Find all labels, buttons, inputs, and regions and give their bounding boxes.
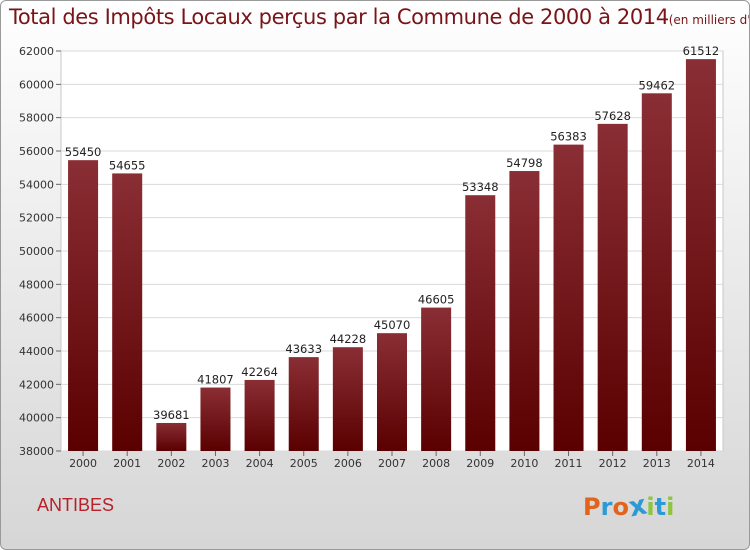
- bar-2013: [641, 93, 672, 452]
- y-tick-label: 56000: [19, 145, 54, 158]
- bar-2009: [465, 195, 496, 451]
- bar-2001: [112, 173, 143, 451]
- bar-2002: [156, 422, 187, 451]
- x-tick-label: 2001: [113, 457, 141, 470]
- x-tick-label: 2014: [687, 457, 715, 470]
- value-label: 43633: [285, 342, 322, 356]
- y-tick-label: 48000: [19, 278, 54, 291]
- x-tick-label: 2007: [378, 457, 406, 470]
- logo-letter: i: [646, 493, 655, 521]
- value-label: 53348: [462, 180, 499, 194]
- x-tick-label: 2011: [555, 457, 583, 470]
- x-tick-label: 2003: [201, 457, 229, 470]
- bar-2003: [200, 387, 231, 451]
- y-tick-label: 54000: [19, 178, 54, 191]
- y-tick-label: 44000: [19, 345, 54, 358]
- value-label: 54798: [506, 156, 543, 170]
- x-tick-label: 2000: [69, 457, 97, 470]
- x-tick-label: 2002: [157, 457, 185, 470]
- value-label: 61512: [683, 44, 720, 58]
- chart-title: Total des Impôts Locaux perçus par la Co…: [9, 5, 750, 29]
- logo-letter: i: [666, 493, 675, 521]
- x-tick-label: 2008: [422, 457, 450, 470]
- bar-2006: [332, 347, 363, 451]
- value-label: 55450: [65, 145, 102, 159]
- bar-2005: [288, 357, 319, 451]
- value-labels: 55450 54655 39681 41807 42264 43633 44228 45070…: [65, 44, 719, 422]
- logo-letter: r: [600, 493, 613, 521]
- proxiti-logo[interactable]: Proxiti: [583, 490, 675, 524]
- value-label: 44228: [330, 332, 367, 346]
- value-label: 56383: [550, 130, 587, 144]
- y-tick-label: 52000: [19, 212, 54, 225]
- x-tick-label: 2006: [334, 457, 362, 470]
- logo-letter: P: [583, 493, 601, 521]
- logo-letter: o: [612, 493, 629, 521]
- value-label: 57628: [594, 109, 631, 123]
- value-label: 59462: [639, 78, 676, 92]
- value-label: 41807: [197, 373, 234, 387]
- y-axis: 38000 40000 42000 44000 46000 48000 50000 52000…: [19, 45, 61, 458]
- y-tick-label: 58000: [19, 112, 54, 125]
- y-tick-label: 62000: [19, 45, 54, 58]
- bar-2014: [685, 59, 716, 452]
- y-tick-label: 50000: [19, 245, 54, 258]
- bar-2000: [68, 160, 99, 451]
- bar-2012: [597, 123, 628, 451]
- bar-2011: [553, 144, 584, 451]
- x-tick-label: 2010: [510, 457, 538, 470]
- value-label: 45070: [374, 318, 411, 332]
- bar-2007: [376, 333, 408, 451]
- bars: [68, 59, 716, 452]
- logo-letter: t: [654, 493, 667, 521]
- chart-title-unit: (en milliers d'€): [668, 13, 750, 27]
- value-label: 46605: [418, 293, 455, 307]
- bar-2004: [244, 379, 275, 451]
- y-tick-label: 38000: [19, 445, 54, 458]
- y-tick-label: 60000: [19, 78, 54, 91]
- y-tick-label: 42000: [19, 378, 54, 391]
- bar-2010: [509, 171, 540, 452]
- x-tick-label: 2013: [643, 457, 671, 470]
- value-label: 54655: [109, 158, 146, 172]
- x-tick-label: 2009: [466, 457, 494, 470]
- y-tick-label: 46000: [19, 312, 54, 325]
- value-label: 39681: [153, 408, 190, 422]
- x-tick-label: 2012: [599, 457, 627, 470]
- x-axis: 2000 2001 2002 2003 2004 2005 2006 2007 2008 2009…: [69, 451, 715, 470]
- y-tick-label: 40000: [19, 412, 54, 425]
- value-label: 42264: [241, 365, 278, 379]
- commune-name: ANTIBES: [37, 495, 115, 515]
- chart-title-text: Total des Impôts Locaux perçus par la Co…: [9, 5, 669, 29]
- x-tick-label: 2004: [246, 457, 274, 470]
- x-tick-label: 2005: [290, 457, 318, 470]
- bar-2008: [421, 307, 452, 451]
